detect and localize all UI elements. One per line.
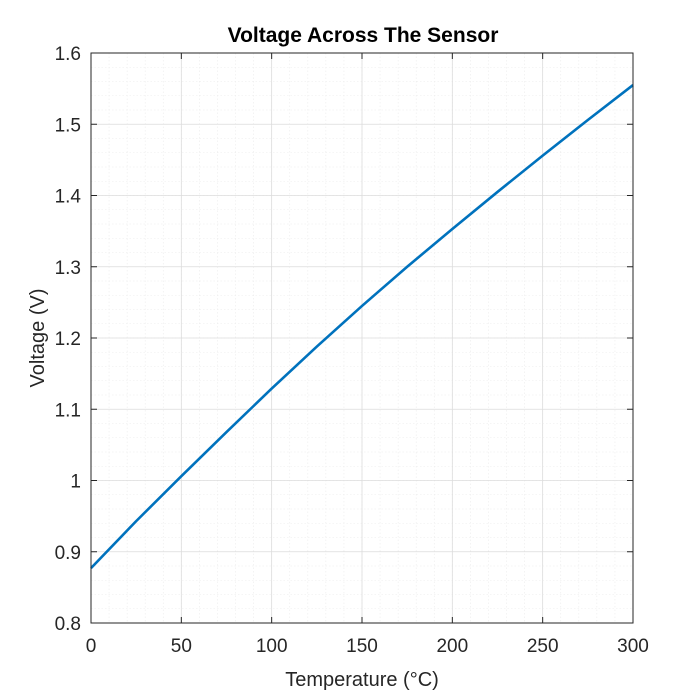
y-tick-label: 0.8 (55, 614, 81, 635)
voltage-series-line (90, 84, 634, 570)
y-tick-label: 0.9 (55, 543, 81, 564)
y-tick-label: 1.5 (55, 115, 81, 136)
x-axis-label: Temperature (°C) (285, 669, 439, 691)
x-tick-label: 250 (527, 636, 559, 657)
series-layer (90, 84, 634, 570)
y-axis-label: Voltage (V) (27, 289, 49, 388)
x-tick-label: 300 (617, 636, 649, 657)
y-tick-labels: 0.8 0.9 1 1.1 1.2 1.3 1.4 1.5 1.6 (55, 44, 82, 635)
ticks (90, 52, 634, 624)
x-tick-label: 150 (346, 636, 378, 657)
y-tick-label: 1.3 (55, 258, 81, 279)
y-tick-label: 1 (70, 472, 81, 493)
x-tick-label: 100 (256, 636, 288, 657)
x-tick-labels: 0 50 100 150 200 250 300 (86, 636, 649, 657)
chart-title: Voltage Across The Sensor (228, 24, 499, 47)
x-tick-label: 0 (86, 636, 97, 657)
x-tick-label: 200 (436, 636, 468, 657)
y-tick-label: 1.6 (55, 44, 81, 65)
y-tick-label: 1.2 (55, 329, 81, 350)
y-tick-label: 1.1 (55, 400, 81, 421)
major-grid (90, 52, 634, 624)
x-tick-label: 50 (171, 636, 192, 657)
y-tick-label: 1.4 (55, 187, 82, 208)
